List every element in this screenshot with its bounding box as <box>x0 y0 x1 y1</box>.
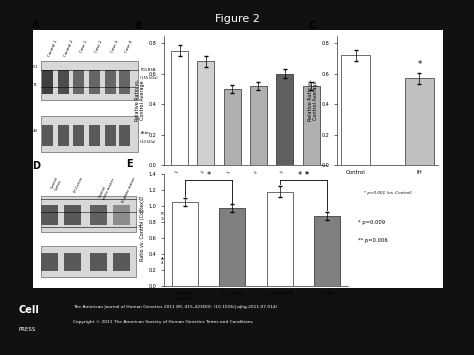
Text: 101: 101 <box>30 65 38 69</box>
Bar <box>224 89 241 165</box>
FancyBboxPatch shape <box>41 205 58 225</box>
Text: Cell: Cell <box>19 305 40 315</box>
Text: POLR3A: POLR3A <box>140 69 156 72</box>
FancyBboxPatch shape <box>73 71 84 94</box>
FancyBboxPatch shape <box>41 196 136 232</box>
Bar <box>266 191 292 286</box>
FancyBboxPatch shape <box>113 253 129 271</box>
Text: E: E <box>127 159 133 169</box>
Y-axis label: Ratio vs. Control (Cortex): Ratio vs. Control (Cortex) <box>140 199 146 261</box>
FancyBboxPatch shape <box>41 246 136 277</box>
Text: Controls: Controls <box>182 239 203 244</box>
Text: B: B <box>134 21 141 31</box>
Bar <box>219 208 246 286</box>
Text: IH: IH <box>269 239 274 244</box>
Bar <box>314 216 340 286</box>
FancyBboxPatch shape <box>41 116 138 152</box>
Text: *: * <box>417 60 421 69</box>
Text: POLR3A
100 kDa: POLR3A 100 kDa <box>161 212 177 221</box>
Text: 71: 71 <box>33 83 38 87</box>
Text: * p<0.001 (vs. Control): * p<0.001 (vs. Control) <box>364 191 411 195</box>
Text: 100: 100 <box>138 210 145 214</box>
FancyBboxPatch shape <box>90 205 107 225</box>
Bar <box>197 61 214 165</box>
Text: Control 2: Control 2 <box>63 39 74 58</box>
Text: Case 4: Case 4 <box>125 39 134 53</box>
FancyBboxPatch shape <box>90 253 107 271</box>
FancyBboxPatch shape <box>89 125 100 146</box>
Bar <box>276 73 293 165</box>
Text: PRESS: PRESS <box>19 327 36 332</box>
FancyBboxPatch shape <box>42 125 53 146</box>
FancyBboxPatch shape <box>42 71 53 94</box>
FancyBboxPatch shape <box>105 71 116 94</box>
FancyBboxPatch shape <box>58 71 69 94</box>
Text: * p=0.009: * p=0.009 <box>358 220 385 225</box>
Text: Actin
43 kDa: Actin 43 kDa <box>161 257 175 266</box>
Bar <box>172 202 198 286</box>
Text: Case 2: Case 2 <box>95 39 104 53</box>
Bar <box>250 86 267 165</box>
Text: Control
Cortex: Control Cortex <box>50 176 63 192</box>
Text: D: D <box>32 162 40 171</box>
FancyBboxPatch shape <box>119 71 130 94</box>
Text: Case 3: Case 3 <box>110 39 119 53</box>
Y-axis label: Relative Ratio vs.
Control Average: Relative Ratio vs. Control Average <box>308 79 319 121</box>
Bar <box>341 55 370 165</box>
Text: * *: * * <box>298 171 309 180</box>
Text: (155 kDa): (155 kDa) <box>140 76 158 80</box>
Text: 43: 43 <box>33 129 38 133</box>
Text: IH Cortex: IH Cortex <box>73 176 83 193</box>
Text: Case 1: Case 1 <box>79 39 88 53</box>
Text: Control
white matter: Control white matter <box>98 176 116 201</box>
Text: 71: 71 <box>138 224 143 229</box>
FancyBboxPatch shape <box>89 71 100 94</box>
Text: ** p=0.006: ** p=0.006 <box>358 238 388 243</box>
Bar <box>405 78 434 165</box>
Text: Actin: Actin <box>140 131 150 135</box>
Bar <box>302 86 319 165</box>
FancyBboxPatch shape <box>113 205 129 225</box>
FancyBboxPatch shape <box>41 61 138 100</box>
Text: A: A <box>32 20 39 30</box>
Text: (43 kDa): (43 kDa) <box>140 140 156 144</box>
Text: *: * <box>207 171 211 180</box>
Text: IH white matter: IH white matter <box>121 176 137 203</box>
Y-axis label: Relative Ratio vs.
Control Average: Relative Ratio vs. Control Average <box>135 79 146 121</box>
FancyBboxPatch shape <box>64 205 81 225</box>
Bar <box>171 51 188 165</box>
Text: Control 1: Control 1 <box>47 39 59 58</box>
Text: Figure 2: Figure 2 <box>215 14 259 24</box>
Text: C: C <box>308 21 315 31</box>
FancyBboxPatch shape <box>64 253 81 271</box>
FancyBboxPatch shape <box>41 253 58 271</box>
Text: Copyright © 2011 The American Society of Human Genetics Terms and Conditions: Copyright © 2011 The American Society of… <box>73 320 253 323</box>
FancyBboxPatch shape <box>73 125 84 146</box>
FancyBboxPatch shape <box>119 125 130 146</box>
Text: The American Journal of Human Genetics 2011 89, 415-423DOI: (10.1016/j.ajhg.2011: The American Journal of Human Genetics 2… <box>73 305 278 309</box>
FancyBboxPatch shape <box>105 125 116 146</box>
Text: 101: 101 <box>138 197 145 201</box>
FancyBboxPatch shape <box>58 125 69 146</box>
